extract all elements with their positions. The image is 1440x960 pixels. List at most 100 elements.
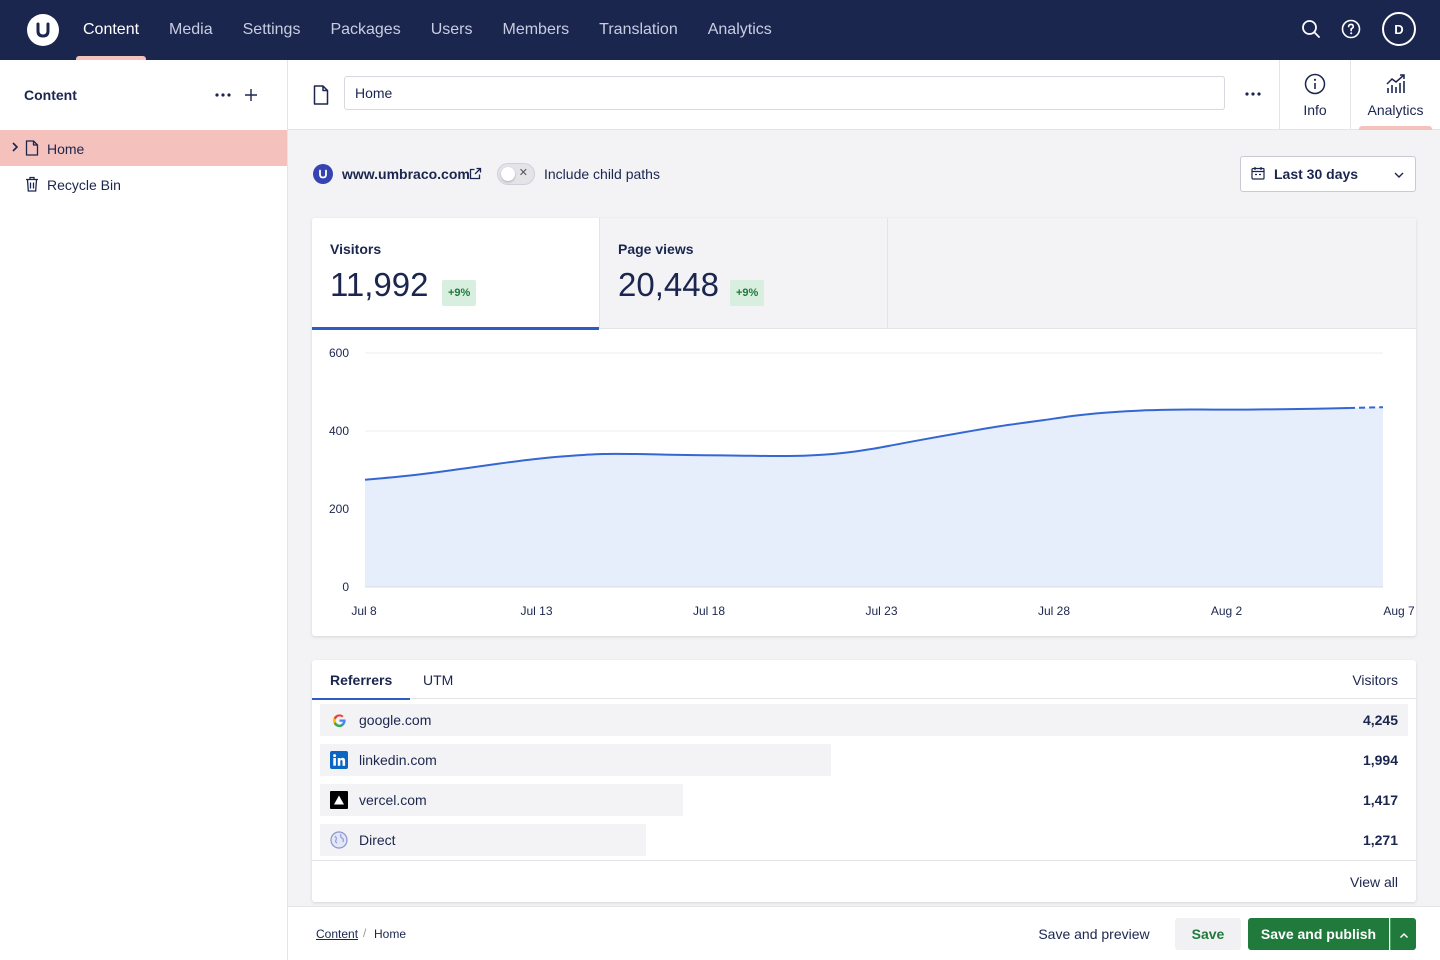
umbraco-logo-icon[interactable] [27,14,59,46]
nav-users[interactable]: Users [430,21,473,38]
date-range-select[interactable]: Last 30 days [1240,156,1416,192]
view-tab-info[interactable]: Info [1279,60,1350,130]
y-tick-label: 0 [342,580,349,594]
google-icon [330,711,348,729]
referrer-count: 1,417 [1362,792,1398,808]
document-icon [25,140,39,159]
referrer-row[interactable]: Direct 1,271 [320,824,1408,856]
more-actions-icon[interactable] [211,83,235,107]
referrer-bar [320,744,831,776]
site-logo-icon [313,164,333,184]
close-icon: ✕ [518,167,528,179]
nav-translation[interactable]: Translation [599,21,678,38]
nav-analytics[interactable]: Analytics [707,21,772,38]
save-button[interactable]: Save [1175,918,1241,950]
x-tick-label: Jul 13 [520,604,552,618]
sidebar-header: Content [0,60,287,130]
nav-packages[interactable]: Packages [330,21,401,38]
view-all-link[interactable]: View all [1350,874,1398,890]
toggle-knob [501,167,515,181]
publish-options-button[interactable] [1390,918,1416,950]
x-tick-label: Jul 28 [1038,604,1070,618]
section-nav: Content Media Settings Packages Users Me… [68,0,787,60]
kpi-delta-badge: +9% [442,280,477,306]
area-fill [365,407,1383,587]
x-tick-label: Aug 2 [1211,604,1243,618]
info-icon [1304,73,1326,98]
kpi-divider [887,218,888,329]
series-line [364,407,1350,481]
visitors-column-header: Visitors [1352,672,1398,688]
content-tree-sidebar: Content Home Recycle Bin [0,60,288,960]
calendar-icon [1251,166,1265,183]
include-child-paths-label: Include child paths [544,166,660,182]
include-child-paths-toggle[interactable]: ✕ [497,163,535,185]
visitors-area-chart: 0 200 400 600 Jul 8 Jul 13 Jul 18 Jul 23 Jul 28 A… [329,346,1415,618]
help-icon[interactable] [1338,16,1364,42]
document-icon [313,85,329,110]
chevron-right-icon[interactable] [10,140,20,157]
breadcrumb-separator: / [363,926,367,940]
referrer-name: vercel.com [359,792,427,808]
user-avatar[interactable]: D [1382,12,1416,46]
x-tick-label: Jul 18 [693,604,725,618]
view-tab-label: Info [1303,101,1327,118]
external-link-icon[interactable] [469,167,482,185]
document-name-input[interactable] [344,76,1225,110]
tree-item-recycle-bin[interactable]: Recycle Bin [0,166,287,202]
save-and-preview-button[interactable]: Save and preview [1038,926,1150,942]
referrer-row[interactable]: linkedin.com 1,994 [320,744,1408,776]
referrer-count: 1,271 [1362,832,1398,848]
tree-item-label: Recycle Bin [47,177,121,193]
kpi-visitors[interactable]: Visitors 11,992 +9% [312,218,599,330]
referrers-card: Referrers UTM Visitors google.com 4,245 … [312,660,1416,902]
referrer-name: Direct [359,832,396,848]
nav-settings[interactable]: Settings [242,21,301,38]
x-tick-label: Jul 23 [865,604,897,618]
editor-footer: Content / Home Save and preview Save Sav… [288,906,1440,960]
kpi-value: 11,992 [330,266,429,303]
trash-icon [25,176,39,195]
globe-icon [330,831,348,849]
referrer-name: linkedin.com [359,752,437,768]
chevron-up-icon [1399,926,1409,942]
top-actions: D [1298,12,1416,46]
more-actions-icon[interactable] [1241,82,1265,106]
tab-utm[interactable]: UTM [423,671,454,688]
referrer-bar [320,784,683,816]
vercel-icon [330,791,348,809]
kpi-delta-badge: +9% [730,280,765,306]
nav-content[interactable]: Content [68,0,154,60]
kpi-value: 20,448 [618,266,719,303]
kpi-row: Visitors 11,992 +9% Page views 20,448 +9… [312,218,1416,330]
tab-referrers[interactable]: Referrers [312,660,411,700]
kpi-title: Visitors [330,241,382,257]
referrer-bar [320,824,646,856]
nav-members[interactable]: Members [502,21,570,38]
sidebar-title: Content [24,87,77,103]
view-tab-analytics[interactable]: Analytics [1350,60,1440,130]
add-icon[interactable] [239,83,263,107]
referrer-count: 1,994 [1362,752,1398,768]
referrer-row[interactable]: google.com 4,245 [320,704,1408,736]
referrer-bar [320,704,1408,736]
referrer-row[interactable]: vercel.com 1,417 [320,784,1408,816]
divider [312,860,1416,861]
kpi-page-views[interactable]: Page views 20,448 +9% [600,218,887,329]
site-domain-link[interactable]: www.umbraco.com [342,166,470,182]
kpi-title: Page views [618,241,694,257]
nav-media[interactable]: Media [169,21,213,38]
breadcrumb-content[interactable]: Content [316,927,359,941]
tree-item-label: Home [47,141,85,157]
projected-series-line [1349,406,1384,409]
y-tick-label: 400 [329,424,349,438]
kpi-divider [599,218,600,329]
search-icon[interactable] [1298,16,1324,42]
tree-item-home[interactable]: Home [0,130,287,166]
y-tick-label: 600 [329,346,349,360]
x-tick-label: Jul 8 [351,604,377,618]
chevron-down-icon [1393,166,1405,182]
analytics-stats-card: Visitors 11,992 +9% Page views 20,448 +9… [312,218,1416,636]
save-and-publish-button[interactable]: Save and publish [1248,918,1389,950]
linkedin-icon [330,751,348,769]
